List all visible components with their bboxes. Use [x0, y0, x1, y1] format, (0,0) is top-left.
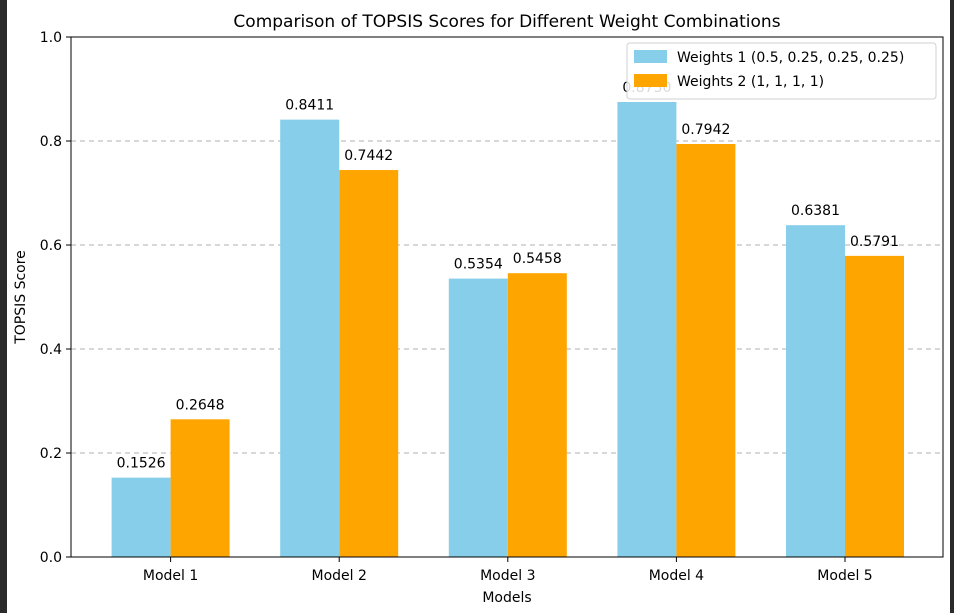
x-tick-label: Model 2: [311, 568, 366, 584]
bar-series-1: [617, 102, 677, 557]
bar-series-2: [507, 273, 567, 557]
legend-swatch-weights-2: [634, 74, 667, 87]
bar-series-1: [448, 278, 508, 557]
x-tick-label: Model 3: [480, 568, 535, 584]
bar-value-label: 0.5354: [454, 257, 503, 273]
y-tick-label: 0.2: [40, 446, 62, 462]
legend-swatch-weights-1: [634, 50, 667, 63]
y-axis-label: TOPSIS Score: [13, 250, 29, 345]
window-frame-left: [0, 0, 7, 613]
legend-label-weights-2: Weights 2 (1, 1, 1, 1): [677, 74, 824, 90]
y-tick-label: 0.4: [40, 342, 62, 358]
bar-value-label: 0.8411: [285, 98, 334, 114]
legend-label-weights-1: Weights 1 (0.5, 0.25, 0.25, 0.25): [677, 50, 904, 66]
bar-value-label: 0.7942: [681, 122, 730, 138]
bar-value-label: 0.7442: [344, 148, 393, 164]
bar-value-label: 0.5791: [850, 234, 899, 250]
bar-value-label: 0.6381: [791, 203, 840, 219]
legend-box: [626, 42, 937, 100]
bar-series-1: [786, 225, 845, 558]
bar-series-2: [676, 144, 736, 558]
bar-series-2: [170, 419, 230, 557]
x-axis-label: Models: [482, 590, 531, 606]
y-tick-label: 0.6: [40, 238, 62, 254]
y-tick-label: 0.0: [40, 550, 62, 566]
bar-series-2: [845, 255, 904, 558]
bar-value-label: 0.5458: [513, 251, 562, 267]
y-tick-label: 0.8: [40, 134, 62, 150]
chart-title: Comparison of TOPSIS Scores for Differen…: [233, 12, 780, 32]
x-axis-ticks: Model 1 Model 2 Model 3 Model 4 Model 5: [143, 557, 873, 584]
bar-value-label: 0.1526: [117, 456, 166, 472]
bar-series-1: [280, 119, 340, 558]
x-tick-label: Model 5: [817, 568, 872, 584]
bars: [111, 102, 904, 558]
bar-value-label: 0.2648: [176, 397, 225, 413]
bar-series-2: [339, 170, 399, 558]
window-frame-right: [950, 0, 954, 613]
plot-area-frame: [70, 36, 944, 558]
legend: Weights 1 (0.5, 0.25, 0.25, 0.25) Weight…: [626, 42, 937, 100]
y-axis-ticks: 0.0 0.2 0.4 0.6 0.8 1.0: [40, 30, 71, 566]
y-tick-label: 1.0: [40, 30, 62, 46]
x-tick-label: Model 1: [143, 568, 198, 584]
bar-series-1: [111, 477, 171, 557]
x-tick-label: Model 4: [649, 568, 704, 584]
